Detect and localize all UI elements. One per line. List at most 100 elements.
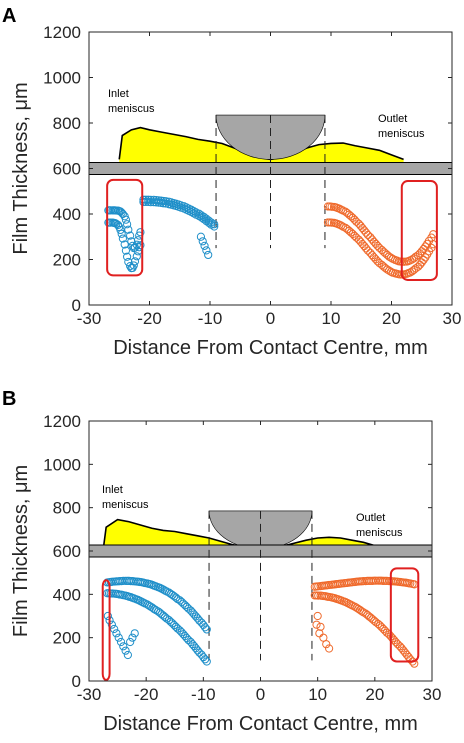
y-axis-label: Film Thickness, μm [10,465,32,637]
data-point [161,197,170,206]
data-point [110,624,119,634]
data-point [200,655,210,664]
x-tick-label: -10 [198,309,223,328]
data-point [325,644,334,653]
x-tick-label: -20 [134,685,159,704]
data-point [123,252,132,261]
data-point [159,196,168,206]
data-point [130,629,139,638]
y-tick-label: 1000 [43,455,81,474]
y-tick-label: 800 [53,499,81,518]
y-tick-label: 600 [53,160,81,179]
x-tick-label: -20 [137,309,162,328]
data-point [130,257,140,266]
data-point [361,244,371,253]
y-tick-label: 400 [53,205,81,224]
x-tick-label: 0 [266,309,275,328]
data-point [359,608,368,617]
data-point [112,629,121,638]
y-tick-label: 0 [72,672,81,691]
y-tick-label: 1000 [43,69,81,88]
data-point [210,222,219,231]
data-point [119,642,128,651]
data-point [357,607,366,616]
data-point [202,657,211,666]
data-point [316,622,325,631]
panel-a: A Inlet meniscus Outlet meniscus -30 -20 -10 0 10… [2,5,461,359]
y-tick-label: 800 [53,114,81,133]
data-point [200,241,209,250]
x-tick-label: 10 [322,309,341,328]
x-tick-label: -10 [191,685,216,704]
y-tick-label: 1200 [43,23,81,42]
highlight-box [400,180,438,281]
y-tick-label: 400 [53,585,81,604]
data-point [121,215,131,224]
data-point [136,228,145,237]
data-point [144,197,153,207]
data-point [107,620,116,629]
meniscus-fill [103,519,387,551]
data-point [363,246,373,255]
data-point [136,241,145,250]
data-point [124,225,133,234]
data-point [198,237,207,246]
data-point [373,241,382,250]
contact-ball [215,114,326,160]
data-point [151,606,160,615]
data-point [322,640,331,649]
data-point [352,233,361,242]
data-point [327,202,336,211]
x-tick-label: -30 [77,309,102,328]
outlet-series [310,576,419,668]
data-point [195,648,204,657]
data-point [126,637,135,647]
data-point [200,623,210,632]
data-point [132,252,141,261]
inlet-annotation: Inlet meniscus [102,484,149,511]
x-axis-label: Distance From Contact Centre, mm [103,713,418,735]
inlet-series [104,195,219,273]
panel-b: B Inlet meniscus Outlet meniscus -30 -20 -10 0 10… [2,388,441,735]
data-point [123,220,132,229]
data-point [146,195,155,204]
y-tick-label: 0 [72,296,81,315]
data-point [118,234,127,243]
inlet-annotation: Inlet meniscus [108,88,155,115]
data-point [361,228,371,237]
data-point [126,231,135,240]
y-tick-label: 200 [53,251,81,270]
x-tick-label: -30 [77,685,102,704]
y-tick-label: 1200 [43,412,81,431]
data-point [150,604,159,614]
data-point [350,215,359,224]
data-point [386,267,395,276]
data-point [210,220,219,229]
data-point [363,230,373,240]
y-tick-label: 600 [53,542,81,561]
data-point [129,261,138,270]
x-tick-label: 30 [443,309,462,328]
data-point [121,646,130,655]
data-point [123,650,132,660]
data-point [121,246,131,255]
data-point [337,205,346,214]
data-point [116,637,126,647]
highlight-box [389,567,420,663]
data-point [116,225,125,235]
data-point [120,212,129,221]
data-point [315,629,324,638]
data-point [356,221,365,230]
data-point [114,633,123,642]
y-axis-label: Film Thickness, μm [10,82,32,254]
data-point [116,207,125,216]
data-point [202,246,211,255]
data-point [410,659,419,668]
data-point [117,229,126,238]
data-point [128,633,137,642]
data-point [352,217,361,226]
panel-label: A [2,5,16,27]
data-point [202,625,211,634]
data-point [126,261,135,271]
